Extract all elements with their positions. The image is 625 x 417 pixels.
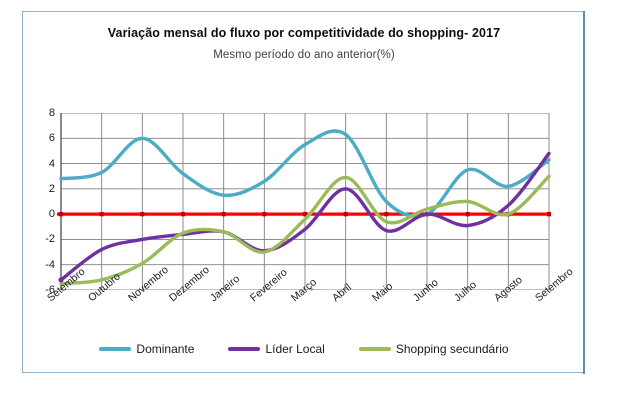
series-line[interactable]: [59, 129, 551, 218]
series-line[interactable]: [59, 151, 551, 282]
y-axis-tick-label: 0: [48, 208, 55, 221]
legend-label: Dominante: [136, 342, 195, 356]
y-axis-tick-label: -6: [45, 284, 55, 296]
legend-item[interactable]: Líder Local: [228, 342, 325, 356]
legend-label: Líder Local: [265, 342, 325, 356]
y-axis-tick-label: 8: [48, 107, 55, 119]
y-axis-tick-label: -2: [45, 233, 55, 246]
y-axis-tick-label: 4: [48, 157, 55, 170]
y-axis-tick-label: 2: [48, 182, 55, 195]
y-axis-tick-label: 6: [48, 132, 55, 145]
series-lines: [57, 129, 551, 286]
legend-label: Shopping secundário: [395, 342, 509, 356]
plot-area: [39, 113, 569, 290]
chart-subtitle: Mesmo período do ano anterior(%): [213, 49, 395, 61]
legend-swatch-icon: [228, 347, 261, 351]
legend-item[interactable]: Dominante: [99, 342, 194, 356]
legend-item[interactable]: Shopping secundário: [358, 342, 509, 356]
legend-swatch-icon: [99, 347, 132, 351]
legend-swatch-icon: [358, 347, 391, 351]
chart-frame: Variação mensal do fluxo por competitivi…: [22, 11, 585, 374]
chart-legend: Dominante Líder Local Shopping secundário: [23, 342, 585, 356]
chart-title: Variação mensal do fluxo por competitivi…: [107, 26, 501, 40]
series-line[interactable]: [59, 174, 551, 286]
grid-lines: [60, 113, 550, 290]
y-axis-tick-label: -4: [45, 258, 55, 271]
title-block: Variação mensal do fluxo por competitivi…: [23, 24, 585, 61]
